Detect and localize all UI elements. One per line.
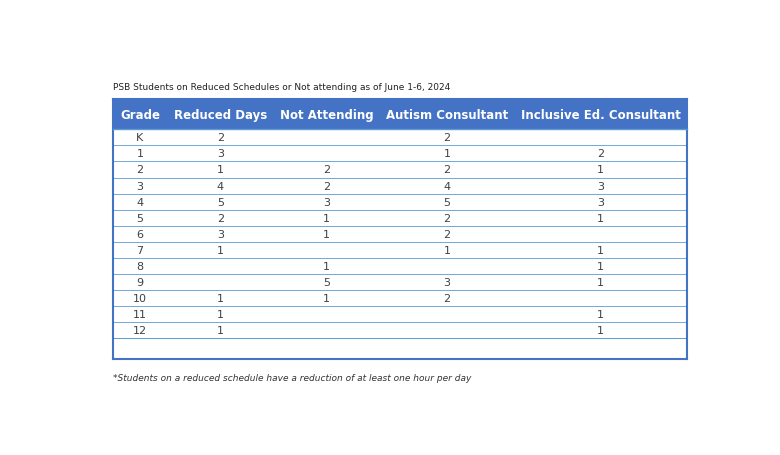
Bar bbox=[112, 339, 687, 359]
Text: 6: 6 bbox=[136, 229, 144, 239]
Text: 5: 5 bbox=[217, 197, 224, 207]
Text: 1: 1 bbox=[217, 326, 224, 336]
Bar bbox=[112, 194, 687, 210]
Text: 2: 2 bbox=[444, 133, 451, 143]
Text: 5: 5 bbox=[323, 278, 330, 288]
Text: 3: 3 bbox=[323, 197, 330, 207]
Text: 1: 1 bbox=[597, 245, 604, 255]
Bar bbox=[112, 243, 687, 258]
Text: 11: 11 bbox=[133, 309, 147, 319]
Text: 4: 4 bbox=[136, 197, 144, 207]
Bar bbox=[112, 290, 687, 307]
Text: 2: 2 bbox=[217, 133, 224, 143]
Text: PSB Students on Reduced Schedules or Not attending as of June 1-6, 2024: PSB Students on Reduced Schedules or Not… bbox=[112, 82, 450, 91]
Bar bbox=[112, 210, 687, 226]
Text: 1: 1 bbox=[217, 165, 224, 175]
Text: Autism Consultant: Autism Consultant bbox=[386, 109, 509, 121]
Text: 2: 2 bbox=[136, 165, 144, 175]
Text: 9: 9 bbox=[136, 278, 144, 288]
Bar bbox=[112, 178, 687, 194]
Text: Grade: Grade bbox=[120, 109, 160, 121]
Bar bbox=[112, 130, 687, 146]
Text: 1: 1 bbox=[323, 293, 330, 303]
Text: 2: 2 bbox=[444, 213, 451, 223]
Text: 5: 5 bbox=[136, 213, 144, 223]
Text: 5: 5 bbox=[444, 197, 451, 207]
Text: 1: 1 bbox=[597, 278, 604, 288]
Bar bbox=[112, 100, 687, 130]
Text: 3: 3 bbox=[444, 278, 451, 288]
Text: 3: 3 bbox=[136, 181, 144, 191]
Text: 1: 1 bbox=[323, 229, 330, 239]
Bar bbox=[112, 274, 687, 290]
Text: Inclusive Ed. Consultant: Inclusive Ed. Consultant bbox=[521, 109, 681, 121]
Text: 2: 2 bbox=[217, 213, 224, 223]
Text: 3: 3 bbox=[217, 229, 224, 239]
Text: 1: 1 bbox=[597, 309, 604, 319]
Text: 7: 7 bbox=[136, 245, 144, 255]
Text: 4: 4 bbox=[217, 181, 224, 191]
Text: 1: 1 bbox=[597, 213, 604, 223]
Text: 2: 2 bbox=[323, 165, 330, 175]
Text: Reduced Days: Reduced Days bbox=[174, 109, 267, 121]
Text: 2: 2 bbox=[323, 181, 330, 191]
Text: 2: 2 bbox=[444, 293, 451, 303]
Text: K: K bbox=[136, 133, 144, 143]
Bar bbox=[112, 226, 687, 243]
Text: 2: 2 bbox=[444, 229, 451, 239]
Text: 3: 3 bbox=[597, 197, 604, 207]
Text: Not Attending: Not Attending bbox=[280, 109, 374, 121]
Text: 2: 2 bbox=[444, 165, 451, 175]
Text: 3: 3 bbox=[597, 181, 604, 191]
Text: 1: 1 bbox=[217, 293, 224, 303]
Bar bbox=[112, 323, 687, 339]
Text: 3: 3 bbox=[217, 149, 224, 159]
Text: 1: 1 bbox=[323, 262, 330, 272]
Text: 1: 1 bbox=[217, 245, 224, 255]
Text: 1: 1 bbox=[597, 262, 604, 272]
Bar bbox=[112, 162, 687, 178]
Text: 1: 1 bbox=[217, 309, 224, 319]
Text: 1: 1 bbox=[444, 245, 451, 255]
Bar bbox=[112, 258, 687, 274]
Text: 4: 4 bbox=[444, 181, 451, 191]
Text: 2: 2 bbox=[597, 149, 604, 159]
Text: 8: 8 bbox=[136, 262, 144, 272]
Text: 1: 1 bbox=[136, 149, 144, 159]
Text: 10: 10 bbox=[133, 293, 147, 303]
Bar bbox=[112, 307, 687, 323]
Text: 12: 12 bbox=[133, 326, 147, 336]
Text: *Students on a reduced schedule have a reduction of at least one hour per day: *Students on a reduced schedule have a r… bbox=[112, 374, 471, 382]
Text: 1: 1 bbox=[444, 149, 451, 159]
Text: 1: 1 bbox=[323, 213, 330, 223]
Text: 1: 1 bbox=[597, 165, 604, 175]
Text: 1: 1 bbox=[597, 326, 604, 336]
Bar bbox=[112, 146, 687, 162]
